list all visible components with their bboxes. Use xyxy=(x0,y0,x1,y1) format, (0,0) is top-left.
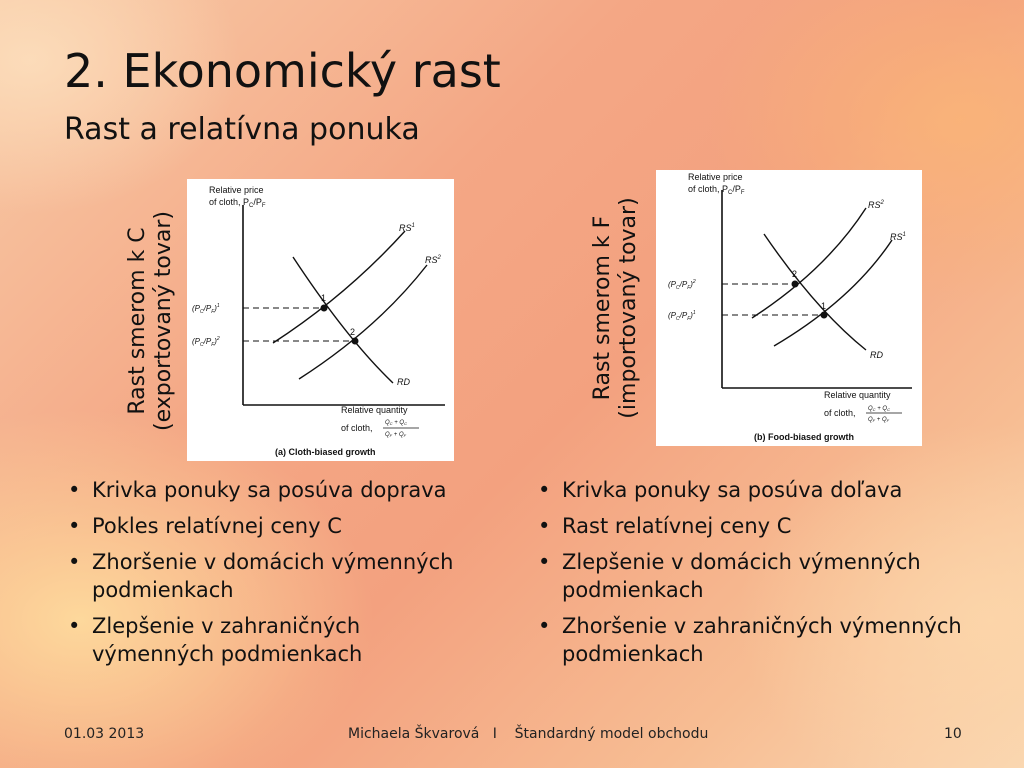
right-y-axis-line1: Relative price xyxy=(688,172,743,182)
right-rs2-label: RS2 xyxy=(868,200,885,210)
left-bullet-list: Krivka ponuky sa posúva doprava Pokles r… xyxy=(64,476,484,676)
right-point1-label: 1 xyxy=(821,301,826,311)
left-vertical-label-line1: Rast smerom k C xyxy=(125,227,150,415)
left-rd-label: RD xyxy=(397,377,410,387)
list-item: Zlepšenie v domácich výmenných podmienka… xyxy=(534,548,984,604)
right-equilibrium-1 xyxy=(820,311,828,319)
right-point2-label: 2 xyxy=(792,269,797,279)
slide-subtitle: Rast a relatívna ponuka xyxy=(64,112,420,147)
left-x-axis-line2: of cloth, xyxy=(341,423,373,433)
right-x-axis-line1: Relative quantity xyxy=(824,390,891,400)
left-price1-label: (PC/PF)1 xyxy=(192,303,220,315)
right-vertical-label-line2: (importovaný tovar) xyxy=(616,197,641,419)
svg-text:QF + QF: QF + QF xyxy=(868,417,890,423)
right-vertical-label: Rast smerom k F (importovaný tovar) xyxy=(590,178,644,438)
right-y-axis-line2: of cloth, PC/PF xyxy=(688,184,745,196)
right-price1-label: (PC/PF)1 xyxy=(668,310,696,322)
left-equilibrium-2 xyxy=(351,337,359,345)
list-item: Pokles relatívnej ceny C xyxy=(64,512,484,540)
left-y-axis-line2: of cloth, PC/PF xyxy=(209,197,266,209)
right-rs2-curve xyxy=(751,207,867,319)
left-diagram: Relative price of cloth, PC/PF RS1 RS2 R… xyxy=(187,179,454,461)
left-price2-label: (PC/PF)2 xyxy=(192,336,220,348)
list-item: Zlepšenie v zahraničných výmenných podmi… xyxy=(64,612,484,668)
footer-date: 01.03 2013 xyxy=(64,726,145,742)
list-item: Krivka ponuky sa posúva doprava xyxy=(64,476,484,504)
right-equilibrium-2 xyxy=(791,280,799,288)
list-item: Zhoršenie v zahraničných výmenných podmi… xyxy=(534,612,984,668)
svg-text:QC + QC: QC + QC xyxy=(868,406,890,412)
left-equilibrium-1 xyxy=(320,304,328,312)
right-rs1-label: RS1 xyxy=(890,232,906,242)
left-point2-label: 2 xyxy=(350,327,355,337)
right-vertical-label-line1: Rast smerom k F xyxy=(590,215,615,401)
left-rs2-label: RS2 xyxy=(425,255,442,265)
left-vertical-label: Rast smerom k C (exportovaný tovar) xyxy=(125,191,179,451)
left-diagram-caption: (a) Cloth-biased growth xyxy=(275,447,376,457)
svg-text:QF + QF: QF + QF xyxy=(385,432,407,438)
left-rd-curve xyxy=(292,256,394,384)
left-y-axis-line1: Relative price xyxy=(209,185,264,195)
left-rs1-curve xyxy=(272,230,406,344)
left-point1-label: 1 xyxy=(321,293,326,303)
footer-page-number: 10 xyxy=(944,726,962,742)
right-rs1-curve xyxy=(773,239,893,347)
right-price2-label: (PC/PF)2 xyxy=(668,279,696,291)
right-rd-label: RD xyxy=(870,350,883,360)
list-item: Krivka ponuky sa posúva doľava xyxy=(534,476,984,504)
left-vertical-label-line2: (exportovaný tovar) xyxy=(151,211,176,431)
right-x-axis-line2: of cloth, xyxy=(824,408,856,418)
footer-center: Michaela Škvarová I Štandardný model obc… xyxy=(348,726,709,742)
right-diagram-caption: (b) Food-biased growth xyxy=(754,432,854,442)
right-bullet-list: Krivka ponuky sa posúva doľava Rast rela… xyxy=(534,476,984,676)
right-rd-curve xyxy=(763,233,867,351)
right-diagram: Relative price of cloth, PC/PF RS2 RS1 R… xyxy=(656,170,922,446)
slide-title: 2. Ekonomický rast xyxy=(64,44,501,98)
left-x-axis-line1: Relative quantity xyxy=(341,405,408,415)
left-rs2-curve xyxy=(298,264,428,380)
left-rs1-label: RS1 xyxy=(399,223,415,233)
list-item: Zhoršenie v domácich výmenných podmienka… xyxy=(64,548,484,604)
svg-text:QC + QC: QC + QC xyxy=(385,420,407,426)
list-item: Rast relatívnej ceny C xyxy=(534,512,984,540)
